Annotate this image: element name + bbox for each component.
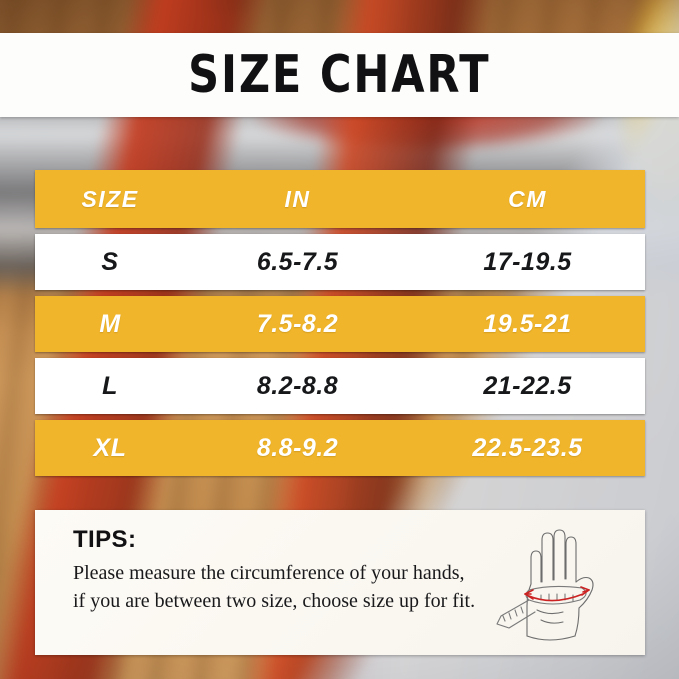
table-header-row: SIZE IN CM xyxy=(35,170,645,228)
cell-in: 8.8-9.2 xyxy=(256,433,339,462)
column-header-size: SIZE xyxy=(81,185,139,212)
cell-in: 6.5-7.5 xyxy=(256,247,339,276)
cell-cm: 21-22.5 xyxy=(483,371,572,400)
size-table: SIZE IN CM S 6.5-7.5 17-19.5 M 7.5-8.2 1… xyxy=(35,170,645,476)
tips-panel: TIPS: Please measure the circumference o… xyxy=(35,510,645,655)
cell-size: M xyxy=(99,309,121,338)
cell-in: 8.2-8.8 xyxy=(256,371,339,400)
table-row: L 8.2-8.8 21-22.5 xyxy=(35,358,645,414)
page-title: SIZE CHART xyxy=(188,45,491,105)
cell-cm: 22.5-23.5 xyxy=(472,433,583,462)
hand-measurement-icon xyxy=(479,524,619,644)
cell-size: XL xyxy=(93,433,127,462)
cell-size: S xyxy=(101,247,119,276)
table-row: S 6.5-7.5 17-19.5 xyxy=(35,234,645,290)
tips-title: TIPS: xyxy=(73,526,137,553)
tips-body-text: Please measure the circumference of your… xyxy=(73,562,476,612)
title-banner: SIZE CHART xyxy=(0,33,679,117)
table-row: XL 8.8-9.2 22.5-23.5 xyxy=(35,420,645,476)
tips-text-block: TIPS: Please measure the circumference o… xyxy=(73,526,479,615)
column-header-in: IN xyxy=(284,185,311,212)
column-header-cm: CM xyxy=(508,185,547,212)
cell-cm: 17-19.5 xyxy=(483,247,572,276)
table-row: M 7.5-8.2 19.5-21 xyxy=(35,296,645,352)
cell-cm: 19.5-21 xyxy=(483,309,572,338)
cell-in: 7.5-8.2 xyxy=(256,309,339,338)
cell-size: L xyxy=(102,371,118,400)
